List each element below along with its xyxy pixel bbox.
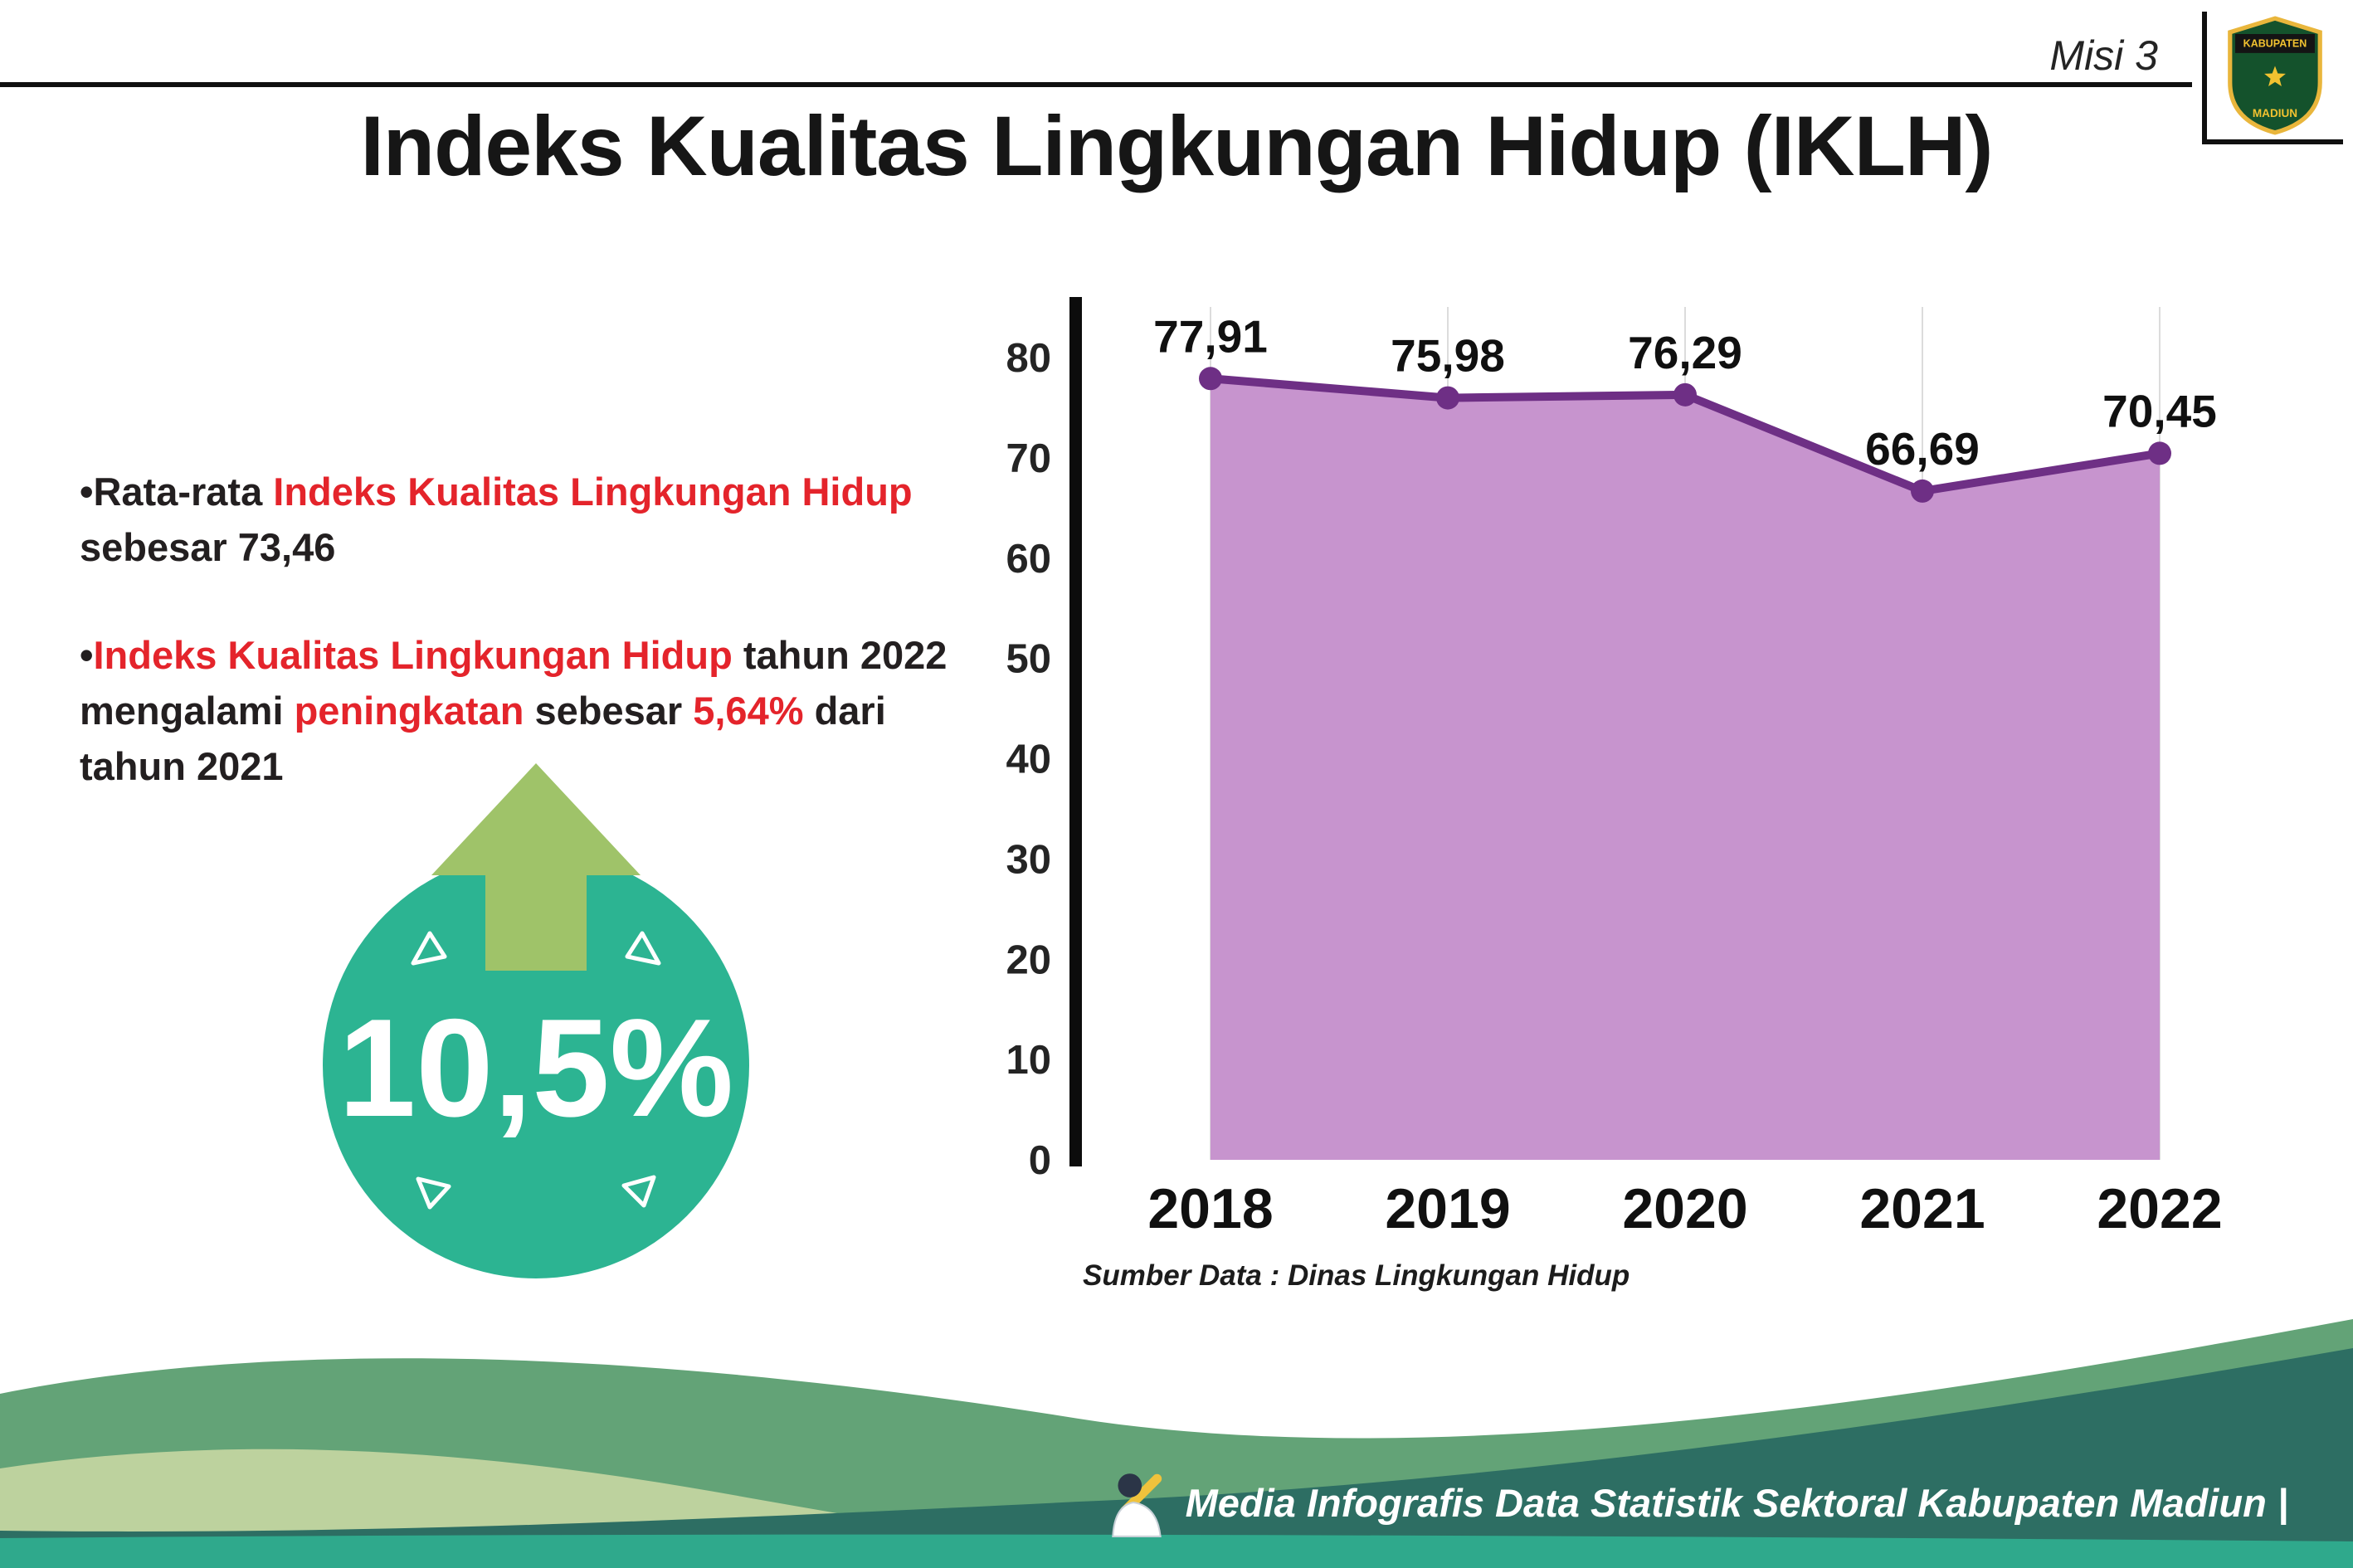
bullet-text: tahun 2022 mengalami — [80, 633, 948, 733]
value-label: 70,45 — [2102, 385, 2217, 436]
value-label: 76,29 — [1628, 327, 1742, 378]
header-divider — [0, 82, 2192, 87]
kabupaten-madiun-logo: KABUPATEN MADIUN — [2202, 12, 2343, 144]
page-title: Indeks Kualitas Lingkungan Hidup (IKLH) — [360, 99, 1993, 193]
data-point — [1199, 367, 1222, 391]
logo-madiun-text: MADIUN — [2253, 107, 2297, 119]
sparkle-triangle — [416, 1176, 451, 1210]
bullet-text: dari tahun 2021 — [80, 689, 886, 788]
badge-value: 10,5% — [339, 990, 733, 1146]
bullet-marker: • — [80, 633, 94, 678]
bullet-marker: • — [80, 470, 94, 514]
coat-of-arms-icon: KABUPATEN MADIUN — [2228, 16, 2322, 135]
up-arrow-icon — [431, 763, 641, 971]
data-point — [1673, 382, 1697, 407]
y-tick-label: 0 — [1029, 1138, 1051, 1183]
sparkle-triangle — [411, 931, 447, 966]
y-tick-label: 60 — [1006, 537, 1051, 582]
footer-wave-graphic — [0, 1319, 2353, 1568]
sparkle-triangle — [621, 1175, 656, 1208]
bullet-highlight: Indeks Kualitas Lingkungan Hidup — [93, 633, 733, 678]
bullet-highlight: Indeks Kualitas Lingkungan Hidup — [273, 470, 913, 514]
x-tick-label: 2018 — [1147, 1177, 1273, 1240]
value-label: 66,69 — [1865, 423, 1980, 475]
bullet-text: Rata-rata — [93, 470, 274, 514]
y-tick-label: 80 — [1006, 336, 1051, 381]
y-tick-label: 20 — [1006, 937, 1051, 982]
x-tick-label: 2020 — [1622, 1177, 1747, 1240]
bullet-average-iklh: •Rata-rata Indeks Kualitas Lingkungan Hi… — [80, 465, 980, 575]
data-point — [1911, 479, 1934, 503]
key-points: •Rata-rata Indeks Kualitas Lingkungan Hi… — [80, 465, 980, 795]
footer-caption-text: Media Infografis Data Statistik Sektoral… — [1185, 1480, 2288, 1525]
x-tick-label: 2019 — [1385, 1177, 1510, 1240]
footer-caption: Media Infografis Data Statistik Sektoral… — [1108, 1467, 2288, 1538]
value-label: 75,98 — [1391, 330, 1505, 382]
area-fill — [1211, 378, 2160, 1160]
bullet-text: sebesar — [524, 689, 694, 733]
sparkle-triangle — [625, 931, 661, 966]
y-axis-line — [1069, 297, 1082, 1166]
y-tick-label: 30 — [1006, 837, 1051, 882]
y-tick-label: 10 — [1006, 1038, 1051, 1083]
logo-kabupaten-text: KABUPATEN — [2243, 38, 2307, 50]
misi-label: Misi 3 — [2049, 32, 2158, 79]
y-tick-label: 40 — [1006, 738, 1051, 782]
increase-badge: 10,5% — [323, 763, 749, 1278]
y-tick-label: 50 — [1006, 637, 1051, 682]
x-tick-label: 2022 — [2097, 1177, 2222, 1240]
bullet-highlight: 5,64% — [693, 689, 804, 733]
bullet-highlight: peningkatan — [294, 689, 524, 733]
writer-mascot-icon — [1111, 1473, 1162, 1537]
y-tick-label: 70 — [1006, 436, 1051, 481]
data-point — [2148, 441, 2171, 465]
x-tick-label: 2021 — [1859, 1177, 1985, 1240]
bullet-text: sebesar 73,46 — [80, 524, 336, 569]
wave-dark-teal — [0, 1348, 2353, 1568]
bullet-increase-2022: •Indeks Kualitas Lingkungan Hidup tahun … — [80, 628, 980, 794]
iklh-area-chart: 0 10 20 30 40 50 60 70 80 77,91 2018 75,98 2019 76,29… — [1006, 297, 2223, 1240]
source-note: Sumber Data : Dinas Lingkungan Hidup — [1083, 1259, 1630, 1292]
value-label: 77,91 — [1153, 310, 1268, 362]
wave-bottom-strip — [0, 1534, 2353, 1568]
data-point — [1436, 386, 1459, 410]
logo-star-icon — [2264, 66, 2286, 87]
